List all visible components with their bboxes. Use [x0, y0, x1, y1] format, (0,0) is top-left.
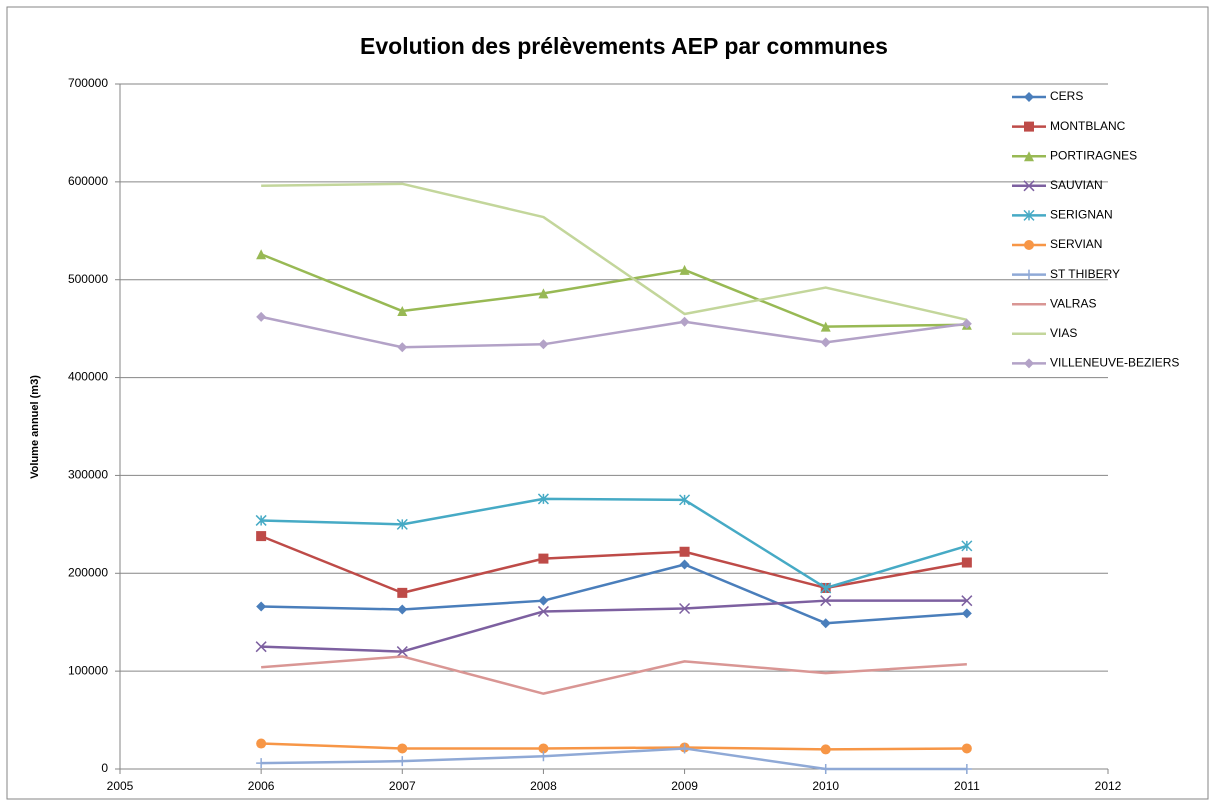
y-axis-label: Volume annuel (m3) [29, 375, 41, 479]
data-point [820, 582, 832, 594]
data-point [538, 595, 549, 606]
series-line [261, 182, 968, 322]
chart-title: Evolution des prélèvements AEP par commu… [360, 33, 888, 59]
series-line [260, 253, 967, 328]
data-point [538, 288, 549, 299]
series-line [260, 315, 968, 349]
legend-label: SERVIAN [1050, 237, 1102, 251]
data-point [397, 587, 408, 598]
data-point [961, 557, 972, 568]
x-tick-label: 2008 [530, 779, 557, 793]
legend-marker [1023, 209, 1035, 221]
data-point [961, 764, 972, 774]
x-tick-label: 2006 [248, 779, 275, 793]
legend-label: VIAS [1050, 326, 1077, 340]
legend-marker [1024, 240, 1034, 250]
x-tick-label: 2012 [1095, 779, 1122, 793]
legend-marker [1023, 180, 1035, 192]
series-line [261, 497, 968, 590]
data-point [679, 559, 690, 570]
y-tick-label: 400000 [68, 370, 108, 384]
data-point [255, 514, 267, 526]
x-tick-label: 2009 [671, 779, 698, 793]
data-point [820, 764, 831, 774]
data-point [256, 311, 267, 322]
data-point [256, 758, 267, 769]
data-point [820, 744, 831, 755]
x-tick-label: 2007 [389, 779, 416, 793]
legend-label: MONTBLANC [1050, 119, 1126, 133]
series-line [261, 747, 967, 771]
series-line [261, 563, 967, 625]
y-tick-label: 500000 [68, 272, 108, 286]
data-point [256, 738, 267, 749]
y-tick-label: 300000 [68, 468, 108, 482]
x-tick-label: 2010 [812, 779, 839, 793]
data-point [397, 342, 408, 353]
legend-label: PORTIRAGNES [1050, 148, 1137, 162]
data-point [820, 337, 831, 348]
legend-label: CERS [1050, 89, 1083, 103]
data-point [538, 339, 549, 350]
data-point [679, 494, 691, 506]
series-line [261, 742, 967, 751]
y-tick-label: 0 [101, 761, 108, 775]
data-point [396, 518, 408, 530]
legend-label: ST THIBERY [1050, 267, 1120, 281]
y-tick-label: 700000 [68, 76, 108, 90]
data-point [679, 546, 690, 557]
data-point [397, 306, 408, 317]
legend-label: SAUVIAN [1050, 178, 1103, 192]
data-point [538, 553, 549, 564]
series-line [261, 599, 967, 653]
data-point [961, 595, 973, 607]
y-tick-label: 200000 [68, 565, 108, 579]
legend-marker [1024, 121, 1034, 132]
data-point [256, 531, 267, 542]
data-point [679, 264, 690, 275]
data-point [538, 751, 549, 762]
data-point [820, 321, 831, 332]
data-point [961, 743, 972, 754]
data-point [679, 316, 690, 327]
data-point [397, 604, 408, 615]
data-point [961, 540, 973, 552]
x-tick-label: 2011 [954, 779, 980, 793]
legend-marker [1024, 151, 1034, 162]
data-point [961, 608, 972, 619]
data-point [396, 646, 408, 658]
data-point [255, 641, 267, 653]
x-tick-label: 2005 [107, 779, 134, 793]
data-point [820, 618, 831, 629]
legend-label: VILLENEUVE-BEZIERS [1050, 356, 1179, 370]
y-tick-label: 600000 [68, 174, 108, 188]
legend-marker [1024, 269, 1034, 280]
data-point [537, 493, 549, 505]
data-point [397, 743, 408, 754]
legend-marker [1024, 358, 1034, 369]
series-line [260, 534, 968, 595]
y-tick-label: 100000 [68, 663, 108, 677]
legend-label: SERIGNAN [1050, 208, 1113, 222]
data-point [256, 601, 267, 612]
data-point [397, 756, 408, 767]
data-point [537, 605, 549, 617]
chart-border [6, 6, 1209, 800]
legend-marker [1024, 92, 1034, 102]
data-point [820, 595, 832, 607]
data-point [256, 249, 267, 260]
data-point [961, 318, 972, 329]
data-point [679, 602, 691, 615]
data-point [538, 743, 549, 754]
series-line [261, 655, 967, 695]
legend-label: VALRAS [1050, 296, 1096, 310]
data-point [679, 743, 690, 754]
